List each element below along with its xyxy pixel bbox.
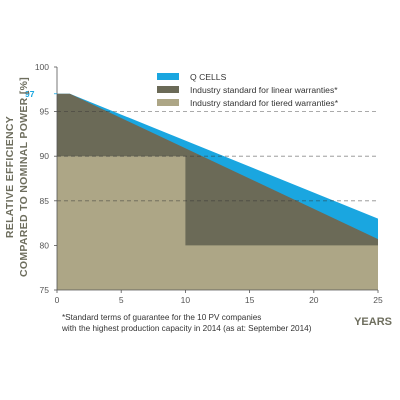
legend-swatch: [157, 73, 179, 80]
y-axis-title: RELATIVE EFFICIENCY COMPARED TO NOMINAL …: [4, 77, 30, 277]
y-tick-label: 90: [40, 151, 50, 161]
footnote-line1: *Standard terms of guarantee for the 10 …: [62, 313, 261, 322]
x-tick-label: 15: [245, 295, 255, 305]
legend: Q CELLS Industry standard for linear warr…: [157, 72, 339, 108]
y-tick-label: 80: [40, 240, 50, 250]
footnote-line2: with the highest production capacity in …: [61, 324, 312, 333]
y-axis-title-line2: COMPARED TO NOMINAL POWER [%]: [18, 77, 30, 277]
legend-label: Industry standard for tiered warranties*: [190, 98, 339, 108]
x-tick-label: 20: [309, 295, 319, 305]
x-tick-label: 0: [55, 295, 60, 305]
y-axis-title-line2-text: COMPARED TO NOMINAL POWER: [18, 97, 30, 277]
legend-swatch: [157, 86, 179, 93]
legend-swatch: [157, 99, 179, 106]
y-tick-label: 75: [40, 285, 50, 295]
y-tick-label: 85: [40, 196, 50, 206]
x-tick-label: 10: [181, 295, 191, 305]
series-area-tiered-warranty: [57, 156, 378, 290]
axes: 75 80 85 90 95 100 97 0 5 10 15 20 25: [25, 62, 383, 305]
plot-area: [57, 93, 378, 290]
x-axis-title: YEARS: [354, 316, 392, 328]
legend-label: Q CELLS: [190, 72, 227, 82]
x-tick-label: 5: [119, 295, 124, 305]
y-tick-label: 100: [35, 62, 49, 72]
y-highlight-label: 97: [25, 89, 35, 99]
x-tick-label: 25: [373, 295, 383, 305]
y-axis-unit: [%]: [18, 77, 30, 94]
y-tick-label: 95: [40, 107, 50, 117]
y-axis-title-line1: RELATIVE EFFICIENCY: [4, 116, 16, 238]
legend-label: Industry standard for linear warranties*: [190, 85, 338, 95]
